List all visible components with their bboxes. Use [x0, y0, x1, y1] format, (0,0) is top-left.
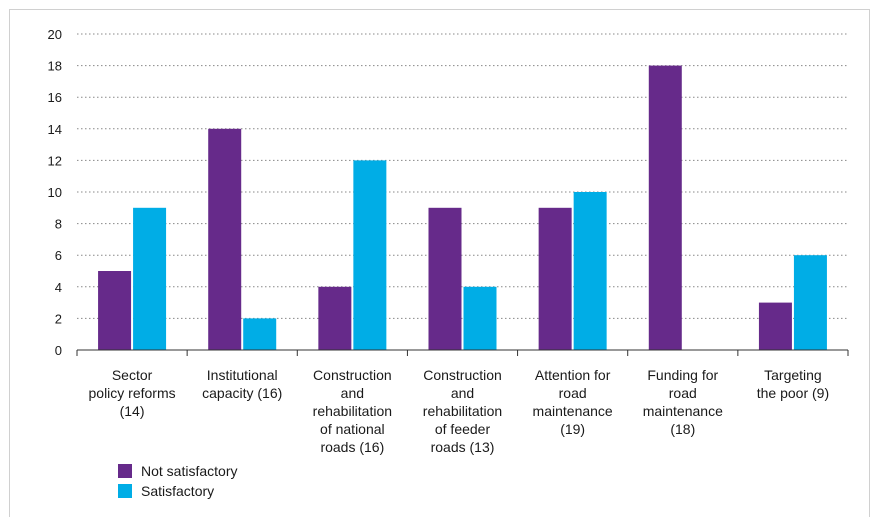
- category-label-line: maintenance: [643, 403, 723, 419]
- legend-swatch: [118, 484, 132, 498]
- category-label-line: Construction: [313, 367, 392, 383]
- category-label-line: rehabilitation: [423, 403, 502, 419]
- y-tick-label: 10: [48, 185, 62, 200]
- bar-satisfactory: [133, 207, 167, 350]
- bar-not-satisfactory: [428, 207, 462, 350]
- category-label: Construction and rehabilitation of feeder ro…: [423, 367, 502, 455]
- y-tick-label: 2: [55, 311, 62, 326]
- category-label-line: Funding for: [647, 367, 718, 383]
- category-label-line: (19): [560, 421, 585, 437]
- y-tick-label: 18: [48, 59, 62, 74]
- bar-satisfactory: [793, 255, 827, 350]
- y-tick-label: 20: [48, 27, 62, 42]
- category-label-line: Sector: [112, 367, 153, 383]
- category-label-line: and: [341, 385, 364, 401]
- category-label-line: roads (16): [320, 439, 384, 455]
- bar-not-satisfactory: [208, 128, 242, 350]
- category-label-line: and: [451, 385, 474, 401]
- category-label-line: Construction: [423, 367, 502, 383]
- category-label: Attention for road maintenance (19): [533, 367, 613, 437]
- y-tick-label: 12: [48, 153, 62, 168]
- legend-swatch: [118, 464, 132, 478]
- category-label: Construction and rehabilitation of national…: [313, 367, 392, 455]
- legend-label: Not satisfactory: [141, 463, 237, 479]
- category-label: Sector policy reforms (14): [89, 367, 176, 419]
- y-tick-label: 8: [55, 217, 62, 232]
- category-label-line: Institutional: [207, 367, 278, 383]
- gridlines: [77, 33, 848, 319]
- category-label-line: capacity (16): [202, 385, 282, 401]
- bar-not-satisfactory: [758, 302, 792, 350]
- category-label-line: of national: [320, 421, 385, 437]
- category-label-line: the poor (9): [757, 385, 829, 401]
- category-label-line: policy reforms: [89, 385, 176, 401]
- y-tick-label: 0: [55, 343, 62, 358]
- category-label-line: of feeder: [435, 421, 491, 437]
- bar-not-satisfactory: [318, 286, 352, 350]
- y-tick-label: 6: [55, 248, 62, 263]
- legend-label: Satisfactory: [141, 483, 214, 499]
- category-label-line: maintenance: [533, 403, 613, 419]
- y-tick-label: 16: [48, 90, 62, 105]
- category-label-line: road: [669, 385, 697, 401]
- bar-satisfactory: [353, 160, 387, 350]
- y-tick-label: 4: [55, 280, 62, 295]
- category-label-line: roads (13): [431, 439, 495, 455]
- category-label-line: Targeting: [764, 367, 822, 383]
- category-label: Targeting the poor (9): [757, 367, 829, 401]
- legend: Not satisfactory Satisfactory: [118, 463, 237, 499]
- x-axis: [76, 349, 849, 356]
- bar-satisfactory: [463, 286, 497, 350]
- category-labels: Sector policy reforms (14) Institutional cap…: [89, 367, 830, 455]
- bars: [98, 65, 827, 350]
- category-label-line: road: [559, 385, 587, 401]
- bar-satisfactory: [243, 318, 277, 350]
- bar-not-satisfactory: [648, 65, 682, 350]
- category-label: Funding for road maintenance (18): [643, 367, 723, 437]
- chart-frame: [9, 9, 870, 522]
- category-label-line: rehabilitation: [313, 403, 392, 419]
- y-axis-ticks: 0 2 4 6 8 10 12 14 16 18 20: [48, 27, 62, 358]
- bar-not-satisfactory: [538, 207, 572, 350]
- category-label-line: Attention for: [535, 367, 611, 383]
- bar-not-satisfactory: [98, 271, 132, 350]
- y-tick-label: 14: [48, 122, 62, 137]
- category-label-line: (14): [120, 403, 145, 419]
- bar-satisfactory: [573, 192, 607, 350]
- category-label: Institutional capacity (16): [202, 367, 282, 401]
- category-label-line: (18): [670, 421, 695, 437]
